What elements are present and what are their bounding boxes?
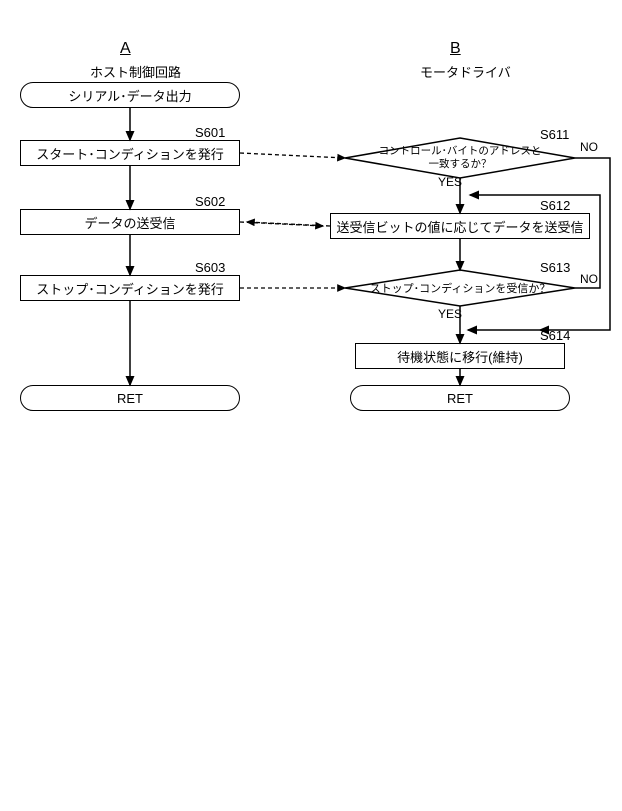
col-a-subtitle: ホスト制御回路	[90, 62, 181, 81]
step-s603-label: S603	[195, 260, 225, 275]
process-s603: ストップ･コンディションを発行	[20, 275, 240, 301]
terminator-ret-b: RET	[350, 385, 570, 411]
col-a-letter: A	[120, 40, 131, 58]
terminator-start-a: シリアル･データ出力	[20, 82, 240, 108]
flowchart-container: A ホスト制御回路 B モータドライバ シリアル･データ出力 S601 スタート…	[0, 0, 622, 811]
step-s614-label: S614	[540, 328, 570, 343]
process-s614: 待機状態に移行(維持)	[355, 343, 565, 369]
ret-b-text: RET	[447, 391, 473, 406]
s603-text: ストップ･コンディションを発行	[36, 279, 224, 298]
s602-text: データの送受信	[84, 213, 175, 232]
s601-text: スタート･コンディションを発行	[36, 144, 224, 163]
step-s601-label: S601	[195, 125, 225, 140]
col-b-letter: B	[450, 40, 461, 58]
s611-line1: コントロール･バイトのアドレスと	[379, 145, 542, 157]
process-s602: データの送受信	[20, 209, 240, 235]
s614-text: 待機状態に移行(維持)	[397, 347, 523, 366]
start-a-text: シリアル･データ出力	[68, 86, 191, 105]
decision-s611: コントロール･バイトのアドレスと 一致するか？	[345, 138, 575, 178]
s611-no: NO	[580, 140, 598, 154]
decision-s613: ストップ･コンディションを受信か？	[345, 270, 575, 306]
s613-no: NO	[580, 272, 598, 286]
step-s611-label: S611	[540, 127, 569, 142]
process-s601: スタート･コンディションを発行	[20, 140, 240, 166]
step-s602-label: S602	[195, 194, 225, 209]
col-b-subtitle: モータドライバ	[420, 62, 511, 81]
step-s613-label: S613	[540, 260, 570, 275]
process-s612: 送受信ビットの値に応じてデータを送受信	[330, 213, 590, 239]
step-s612-label: S612	[540, 198, 570, 213]
terminator-ret-a: RET	[20, 385, 240, 411]
s613-yes: YES	[438, 307, 462, 321]
s613-text: ストップ･コンディションを受信か？	[370, 281, 551, 295]
s611-line2: 一致するか？	[429, 157, 492, 170]
s612-text: 送受信ビットの値に応じてデータを送受信	[336, 217, 583, 236]
s611-yes: YES	[438, 175, 462, 189]
ret-a-text: RET	[117, 391, 143, 406]
